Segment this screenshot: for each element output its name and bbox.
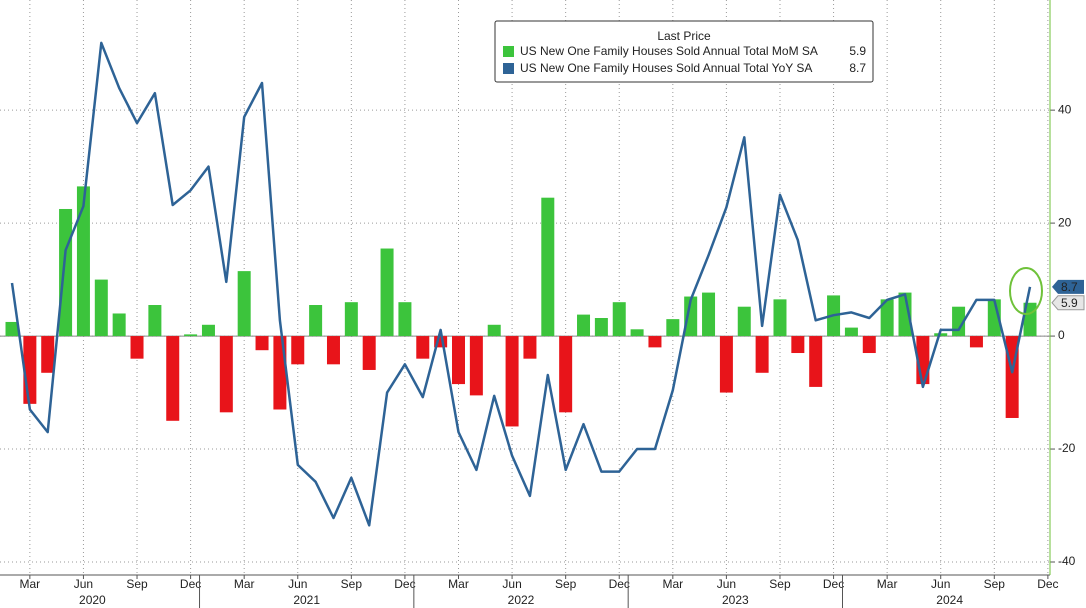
line bbox=[10, 41, 1032, 527]
legend-box bbox=[494, 20, 874, 83]
bar bbox=[184, 334, 198, 337]
bar bbox=[898, 292, 912, 337]
x-tick-label: Sep bbox=[126, 577, 148, 591]
bar bbox=[94, 279, 108, 337]
year-label: 2021 bbox=[293, 593, 320, 607]
bar bbox=[880, 299, 894, 337]
bar bbox=[219, 336, 233, 413]
bar bbox=[719, 336, 733, 393]
bar bbox=[76, 186, 90, 337]
x-tick-label: Mar bbox=[234, 577, 255, 591]
x-tick-label: Dec bbox=[609, 577, 630, 591]
bar bbox=[791, 336, 805, 354]
bar bbox=[309, 305, 323, 337]
x-tick-label: Mar bbox=[20, 577, 41, 591]
bar bbox=[452, 336, 465, 385]
x-tick-label: Jun bbox=[931, 577, 950, 591]
bar bbox=[702, 292, 716, 337]
bar bbox=[630, 329, 644, 337]
legend-swatch bbox=[503, 46, 514, 57]
bar bbox=[969, 336, 983, 348]
bar bbox=[398, 302, 412, 337]
x-tick-label: Jun bbox=[717, 577, 736, 591]
legend-value: 8.7 bbox=[849, 61, 866, 75]
bar bbox=[648, 336, 662, 348]
legend-label: US New One Family Houses Sold Annual Tot… bbox=[520, 61, 812, 75]
bar bbox=[523, 336, 537, 359]
bar bbox=[755, 336, 769, 373]
bar bbox=[255, 336, 269, 351]
x-tick-label: Dec bbox=[394, 577, 415, 591]
bar bbox=[594, 318, 608, 337]
y-tick-label: 20 bbox=[1058, 215, 1072, 229]
bar bbox=[844, 327, 858, 337]
legend: Last Price US New One Family Houses Sold… bbox=[494, 20, 874, 83]
bar bbox=[737, 306, 751, 337]
bar bbox=[559, 336, 573, 413]
bar bbox=[773, 299, 787, 337]
x-tick-label: Sep bbox=[555, 577, 577, 591]
year-label: 2022 bbox=[508, 593, 535, 607]
bar bbox=[130, 336, 144, 359]
bar bbox=[809, 336, 823, 387]
year-label: 2024 bbox=[936, 593, 963, 607]
bar bbox=[577, 314, 591, 337]
x-tick-label: Sep bbox=[769, 577, 791, 591]
bar bbox=[326, 336, 340, 365]
y-tick-label: 0 bbox=[1058, 328, 1065, 342]
bar bbox=[291, 336, 305, 365]
value-tag bbox=[1051, 295, 1085, 311]
bar bbox=[612, 302, 626, 337]
legend-value: 5.9 bbox=[849, 44, 866, 58]
value-tag-label: 5.9 bbox=[1061, 296, 1078, 310]
year-label: 2020 bbox=[79, 593, 106, 607]
bar bbox=[59, 208, 73, 337]
value-tag bbox=[1052, 279, 1084, 294]
bar bbox=[112, 313, 126, 337]
bar bbox=[434, 336, 448, 348]
x-tick-label: Sep bbox=[984, 577, 1006, 591]
year-label: 2023 bbox=[722, 593, 749, 607]
bar bbox=[666, 319, 680, 337]
bar bbox=[469, 336, 483, 396]
x-tick-label: Jun bbox=[288, 577, 307, 591]
x-tick-label: Sep bbox=[341, 577, 363, 591]
bar bbox=[41, 336, 55, 373]
x-tick-label: Jun bbox=[502, 577, 521, 591]
bar bbox=[201, 324, 215, 337]
bar bbox=[166, 336, 180, 421]
x-tick-label: Mar bbox=[662, 577, 683, 591]
y-tick-label: -20 bbox=[1058, 441, 1076, 455]
bar bbox=[380, 248, 394, 337]
legend-title: Last Price bbox=[657, 29, 711, 43]
y-tick-label: -40 bbox=[1058, 554, 1076, 568]
x-tick-label: Dec bbox=[180, 577, 201, 591]
bar bbox=[684, 296, 698, 337]
y-tick-label: 40 bbox=[1058, 102, 1072, 116]
bar bbox=[362, 336, 376, 370]
x-tick-label: Dec bbox=[1037, 577, 1058, 591]
bar bbox=[487, 324, 501, 337]
bar bbox=[541, 197, 555, 337]
bar bbox=[237, 271, 251, 337]
bar bbox=[344, 302, 358, 337]
bar bbox=[505, 336, 519, 427]
bar bbox=[416, 336, 430, 359]
x-tick-label: Jun bbox=[74, 577, 93, 591]
legend-label: US New One Family Houses Sold Annual Tot… bbox=[520, 44, 818, 58]
bar bbox=[5, 321, 19, 337]
legend-swatch bbox=[503, 63, 514, 74]
bar bbox=[862, 336, 876, 354]
x-tick-label: Mar bbox=[877, 577, 898, 591]
value-tag-label: 8.7 bbox=[1061, 280, 1078, 294]
highlight-circle bbox=[1009, 267, 1043, 315]
bar bbox=[148, 305, 162, 337]
x-tick-label: Mar bbox=[448, 577, 469, 591]
bar bbox=[934, 333, 948, 337]
x-tick-label: Dec bbox=[823, 577, 844, 591]
